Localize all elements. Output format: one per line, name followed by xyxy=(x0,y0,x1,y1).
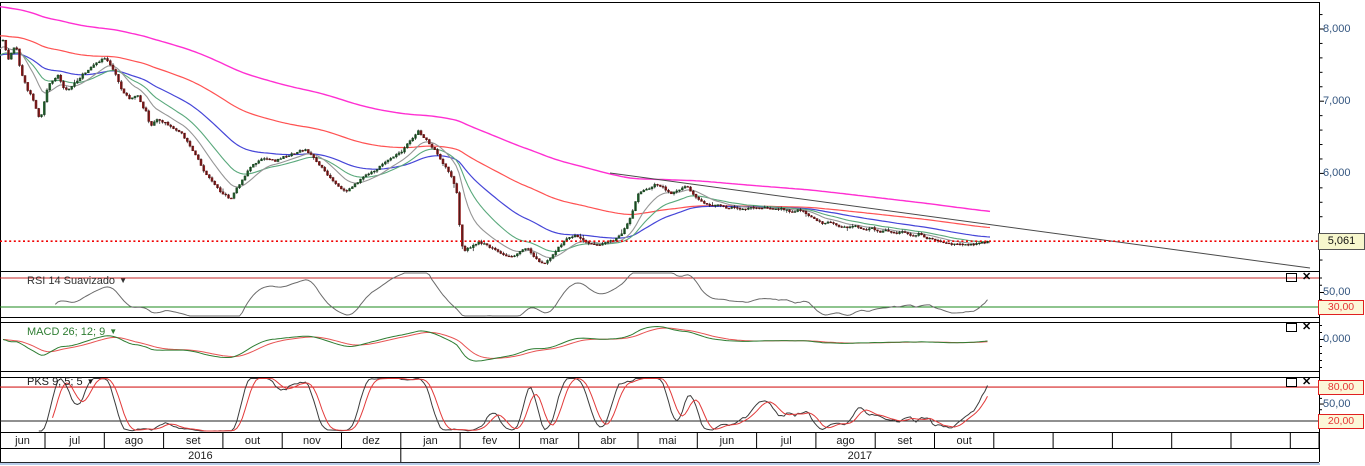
pks-k-line xyxy=(38,378,988,432)
month-cell: ago xyxy=(125,435,143,447)
pks-20-level-label: 20,00 xyxy=(1318,414,1364,429)
month-cell: mar xyxy=(540,435,559,447)
ma-fast-line xyxy=(0,46,991,259)
month-cell: jun xyxy=(14,435,30,447)
month-cell: set xyxy=(898,435,913,447)
month-cell: ago xyxy=(836,435,854,447)
pks-title: PKS 9; 5; 5 xyxy=(27,376,83,388)
pks-indicator-menu[interactable]: PKS 9; 5; 5 ▼ xyxy=(27,376,95,388)
y-axis-label-8000: 8,000 xyxy=(1323,23,1351,35)
rsi-50-label: 50,00 xyxy=(1323,286,1351,298)
month-cell: mai xyxy=(659,435,677,447)
year-cell: 2016 xyxy=(188,450,212,462)
close-panel-icon[interactable]: ✕ xyxy=(1302,321,1312,333)
descending-trendline xyxy=(609,172,1311,269)
rsi-30-level-label: 30,00 xyxy=(1318,300,1364,315)
candle-wicks xyxy=(2,39,988,265)
bottom-strip xyxy=(0,462,1320,465)
macd-panel-controls: ✕ xyxy=(1286,321,1312,333)
ma-very-long-line xyxy=(0,6,991,213)
macd-title: MACD 26; 12; 9 xyxy=(27,326,106,338)
restore-panel-icon[interactable] xyxy=(1286,322,1297,332)
month-cell: nov xyxy=(303,435,321,447)
last-price-label: 5,061 xyxy=(1318,233,1365,250)
month-cell: jul xyxy=(780,435,792,447)
chevron-down-icon[interactable]: ▼ xyxy=(109,327,118,336)
y-axis-label-6000: 6,000 xyxy=(1323,167,1351,179)
close-panel-icon[interactable]: ✕ xyxy=(1302,271,1312,283)
month-cell: fev xyxy=(482,435,497,447)
restore-panel-icon[interactable] xyxy=(1286,272,1297,282)
rsi-title: RSI 14 Suavizado xyxy=(27,275,116,287)
ma-short-line xyxy=(0,52,990,253)
rsi-line xyxy=(54,272,988,317)
candles-up xyxy=(1,39,989,264)
macd-zero-label: 0,000 xyxy=(1323,333,1351,345)
year-cell: 2017 xyxy=(848,450,872,462)
y-axis-label-7000: 7,000 xyxy=(1323,95,1351,107)
month-cell: out xyxy=(957,435,972,447)
month-cell: jun xyxy=(719,435,735,447)
month-axis: jun jul ago set out nov dez jan fev mar abr mai jun j… xyxy=(0,432,1320,448)
candles-down xyxy=(4,39,987,265)
pks-panel-controls: ✕ xyxy=(1286,376,1312,388)
chevron-down-icon[interactable]: ▼ xyxy=(86,377,95,386)
month-cell: dez xyxy=(362,435,380,447)
rsi-indicator-menu[interactable]: RSI 14 Suavizado ▼ xyxy=(27,275,127,287)
pks-80-level-label: 80,00 xyxy=(1318,380,1364,395)
rsi-panel-controls: ✕ xyxy=(1286,271,1312,283)
chevron-down-icon[interactable]: ▼ xyxy=(119,276,127,285)
pks-50-label: 50,00 xyxy=(1323,398,1351,410)
month-cell: set xyxy=(186,435,201,447)
month-cell: abr xyxy=(600,435,616,447)
restore-panel-icon[interactable] xyxy=(1286,377,1297,387)
pks-d-line xyxy=(52,378,988,432)
ma-long-line xyxy=(0,35,991,229)
ma-medium-line xyxy=(0,53,991,239)
macd-line xyxy=(2,326,988,362)
close-panel-icon[interactable]: ✕ xyxy=(1302,376,1312,388)
month-cell: out xyxy=(245,435,260,447)
month-cell: jul xyxy=(68,435,80,447)
month-cell: jan xyxy=(422,435,438,447)
macd-indicator-menu[interactable]: MACD 26; 12; 9 ▼ xyxy=(27,326,117,338)
